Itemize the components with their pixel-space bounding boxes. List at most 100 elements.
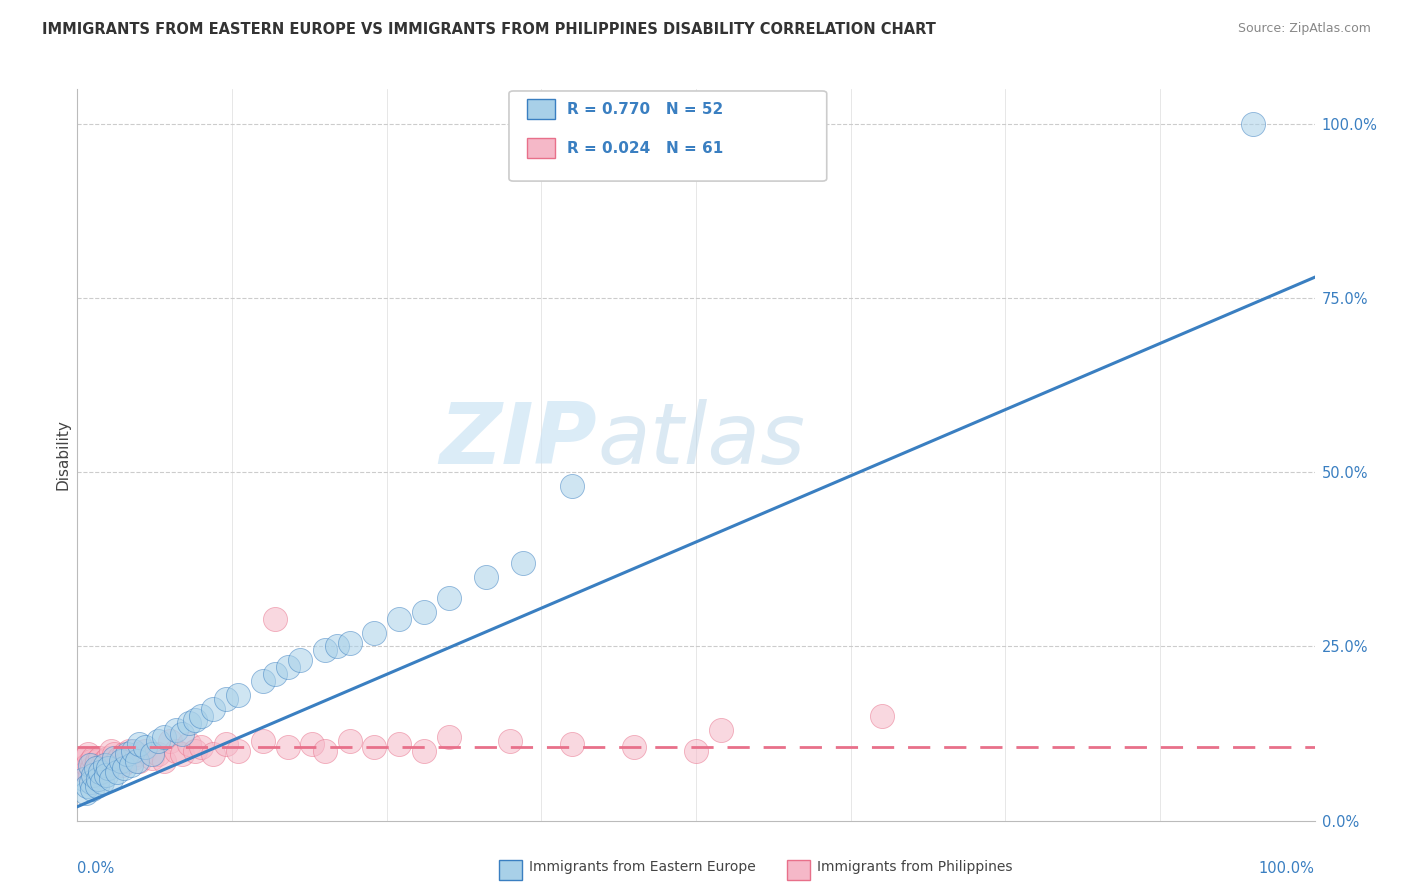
Point [125,755,148,769]
Point [226,688,249,702]
Point [184,744,207,758]
Point [115,755,138,769]
Point [252,733,274,747]
Point [326,640,349,654]
Point [685,744,707,758]
Point [388,612,411,626]
Point [70,755,93,769]
Point [82,782,104,797]
Point [314,744,336,758]
Point [202,702,225,716]
Text: Source: ZipAtlas.com: Source: ZipAtlas.com [1237,22,1371,36]
Point [165,723,187,737]
Point [159,733,181,747]
Point [339,733,361,747]
Point [75,786,97,800]
Point [177,716,200,731]
Point [89,764,111,779]
Point [437,591,460,605]
Point [110,755,132,769]
Point [277,740,299,755]
Point [111,758,134,772]
Point [264,667,287,681]
Point [412,744,434,758]
Point [412,605,434,619]
Text: Immigrants from Philippines: Immigrants from Philippines [817,860,1012,874]
Point [86,755,108,769]
Point [153,755,176,769]
Point [79,758,101,772]
Point [153,730,176,744]
Point [623,740,645,755]
Point [190,740,212,755]
Point [252,674,274,689]
Point [134,740,156,755]
Point [82,751,104,765]
Point [87,772,110,786]
Point [561,737,583,751]
Point [89,751,111,765]
Text: atlas: atlas [598,399,806,482]
Point [141,751,163,765]
Point [215,737,238,751]
Point [314,643,336,657]
Point [122,744,145,758]
Point [499,733,522,747]
Point [82,761,104,775]
Text: IMMIGRANTS FROM EASTERN EUROPE VS IMMIGRANTS FROM PHILIPPINES DISABILITY CORRELA: IMMIGRANTS FROM EASTERN EUROPE VS IMMIGR… [42,22,936,37]
Point [83,764,105,779]
Point [93,755,115,769]
Point [172,726,194,740]
Point [146,733,169,747]
Point [1241,117,1264,131]
Text: 0.0%: 0.0% [77,861,114,876]
Point [128,755,150,769]
Point [561,479,583,493]
Point [100,744,122,758]
Point [101,758,124,772]
Y-axis label: Disability: Disability [55,419,70,491]
Point [80,755,103,769]
Point [128,737,150,751]
Point [118,744,141,758]
Point [73,751,96,765]
Point [72,772,94,786]
Point [103,747,125,762]
Point [76,758,98,772]
Point [112,761,135,775]
Text: ZIP: ZIP [439,399,598,482]
Point [125,747,148,762]
Point [77,747,100,762]
Point [363,740,385,755]
Point [437,730,460,744]
Point [215,691,238,706]
Point [512,556,534,570]
Point [91,758,114,772]
Point [710,723,733,737]
Point [112,747,135,762]
Text: R = 0.024   N = 61: R = 0.024 N = 61 [567,142,723,156]
Point [84,761,107,775]
Point [184,713,207,727]
Point [79,768,101,782]
Point [277,660,299,674]
Point [870,709,893,723]
Point [90,764,112,779]
Point [91,775,114,789]
Point [103,751,125,765]
Point [82,768,104,782]
Point [97,761,120,775]
Point [94,768,117,782]
Point [105,764,128,779]
Point [80,775,103,789]
Point [165,744,187,758]
Point [146,747,169,762]
Point [474,570,496,584]
Point [177,737,200,751]
Point [301,737,323,751]
Point [115,747,138,762]
Point [76,779,98,793]
Text: R = 0.770   N = 52: R = 0.770 N = 52 [567,103,723,117]
Point [141,747,163,762]
Point [94,761,117,775]
